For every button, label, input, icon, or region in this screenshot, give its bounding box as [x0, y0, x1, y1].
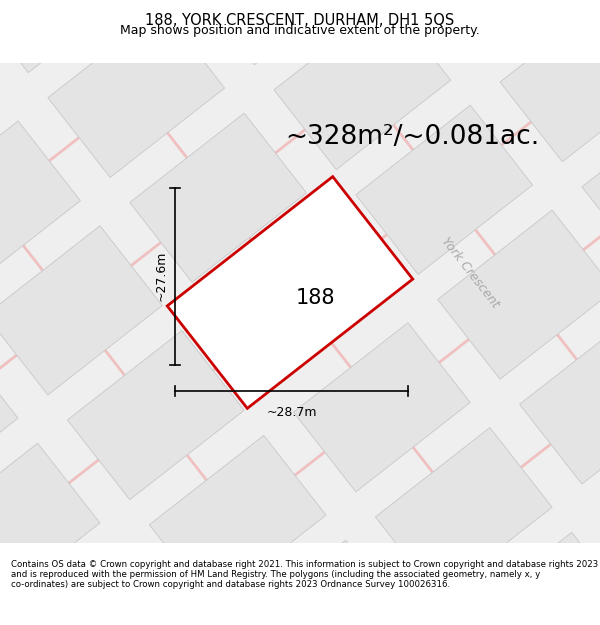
Text: 188, YORK CRESCENT, DURHAM, DH1 5QS: 188, YORK CRESCENT, DURHAM, DH1 5QS [145, 13, 455, 28]
Text: ~328m²/~0.081ac.: ~328m²/~0.081ac. [285, 124, 539, 151]
Polygon shape [376, 428, 552, 597]
Polygon shape [130, 113, 307, 282]
Polygon shape [0, 121, 80, 290]
Polygon shape [582, 98, 600, 266]
Polygon shape [520, 315, 600, 484]
Polygon shape [418, 0, 595, 57]
Polygon shape [356, 105, 533, 274]
Polygon shape [0, 339, 18, 508]
Polygon shape [231, 540, 408, 625]
Polygon shape [457, 532, 600, 625]
Text: York Crescent: York Crescent [439, 235, 502, 310]
Polygon shape [438, 210, 600, 379]
Text: 188: 188 [295, 288, 335, 308]
Polygon shape [48, 8, 224, 177]
Polygon shape [293, 322, 470, 492]
Polygon shape [500, 0, 600, 162]
Polygon shape [167, 177, 413, 408]
Polygon shape [67, 331, 244, 500]
Polygon shape [192, 0, 369, 65]
Text: Contains OS data © Crown copyright and database right 2021. This information is : Contains OS data © Crown copyright and d… [11, 559, 598, 589]
Polygon shape [0, 443, 100, 612]
Polygon shape [274, 1, 451, 169]
Text: ~28.7m: ~28.7m [266, 406, 317, 419]
Polygon shape [149, 436, 326, 604]
Polygon shape [5, 548, 182, 625]
Text: Map shows position and indicative extent of the property.: Map shows position and indicative extent… [120, 24, 480, 37]
Polygon shape [0, 0, 143, 72]
Text: ~27.6m: ~27.6m [155, 251, 167, 301]
Polygon shape [0, 226, 162, 395]
Polygon shape [212, 218, 388, 387]
